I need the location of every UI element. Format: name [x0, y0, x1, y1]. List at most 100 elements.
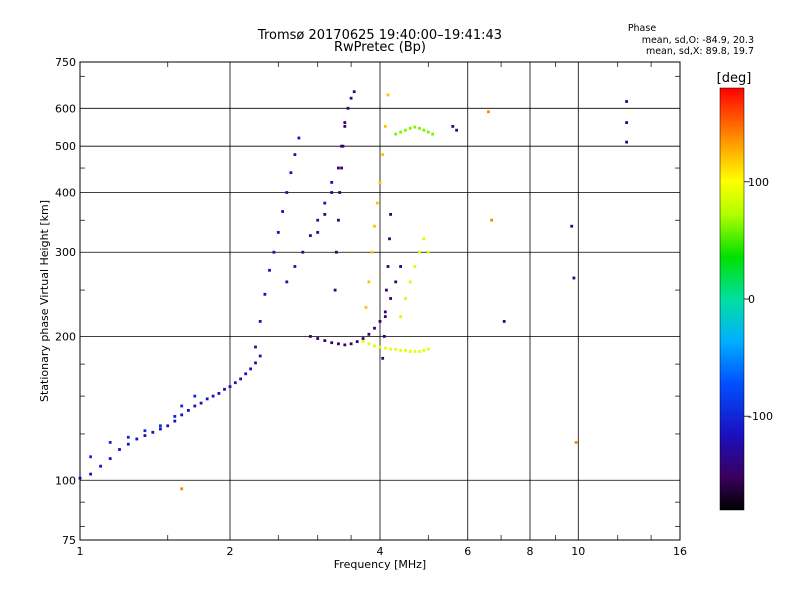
y-tick-label: 200: [55, 330, 76, 343]
data-point: [399, 348, 402, 352]
data-point: [625, 100, 628, 103]
y-tick-labels: 75 100 200 300 400 500 600 750: [55, 56, 76, 547]
data-point: [173, 415, 177, 418]
data-point: [381, 153, 385, 156]
y-tick-label: 300: [55, 246, 76, 259]
data-point: [431, 132, 434, 136]
data-point: [276, 231, 280, 234]
data-point: [217, 392, 221, 395]
data-point: [330, 341, 334, 345]
y-tick-label: 750: [55, 56, 76, 69]
x-tick-label: 8: [527, 545, 534, 558]
x-tick-label: 16: [673, 545, 687, 558]
chart-subtitle: RwPretec (Bp): [334, 40, 426, 55]
data-point: [337, 342, 340, 346]
data-point: [422, 128, 426, 132]
grid-lines: [80, 62, 680, 540]
data-point: [340, 166, 343, 170]
data-point: [349, 342, 353, 346]
data-point: [352, 90, 356, 94]
data-point: [293, 265, 297, 268]
data-point: [343, 121, 347, 124]
data-point: [89, 455, 92, 459]
data-point: [108, 441, 112, 444]
data-point: [316, 218, 320, 222]
data-point: [233, 381, 237, 385]
data-points: [78, 90, 628, 491]
data-point: [572, 276, 576, 280]
data-point: [293, 153, 297, 156]
data-point: [389, 297, 392, 300]
data-point: [126, 435, 130, 439]
data-point: [173, 419, 177, 423]
data-point: [289, 171, 293, 175]
data-point: [337, 166, 340, 170]
x-tick-label: 4: [377, 545, 384, 558]
data-point: [126, 442, 130, 446]
data-point: [143, 429, 147, 433]
data-point: [490, 218, 493, 222]
data-point: [301, 250, 305, 254]
y-tick-label: 75: [62, 534, 76, 547]
x-tick-label: 10: [571, 545, 585, 558]
data-point: [223, 387, 226, 391]
data-point: [388, 237, 391, 241]
data-point: [338, 191, 342, 194]
phase-info-x: mean, sd,X: 89.8, 19.7: [646, 46, 754, 57]
data-point: [418, 126, 421, 130]
data-point: [285, 280, 289, 284]
y-tick-label: 100: [55, 474, 76, 487]
data-point: [244, 372, 248, 376]
data-point: [404, 297, 407, 300]
phase-info-title: Phase: [628, 23, 657, 34]
data-point: [254, 361, 257, 365]
data-point: [258, 354, 262, 358]
data-point: [330, 191, 334, 194]
data-point: [239, 377, 242, 381]
data-point: [375, 201, 379, 205]
data-point: [418, 250, 421, 254]
data-point: [399, 130, 402, 134]
x-tick-labels: 1 2 4 6 8 10 16: [77, 545, 688, 558]
data-point: [383, 310, 387, 314]
plot-frame: [79, 61, 681, 541]
data-point: [323, 339, 327, 342]
data-point: [199, 401, 203, 405]
data-point: [455, 128, 458, 132]
data-point: [373, 326, 376, 330]
data-point: [389, 213, 392, 216]
data-point: [413, 125, 417, 129]
data-point: [159, 424, 162, 428]
data-point: [404, 348, 407, 352]
data-point: [180, 487, 184, 491]
data-point: [205, 397, 209, 401]
data-point: [408, 126, 412, 130]
data-point: [382, 335, 386, 338]
data-point: [355, 340, 359, 343]
data-point: [426, 250, 430, 254]
data-point: [361, 337, 365, 340]
data-point: [386, 265, 390, 268]
data-point: [413, 350, 417, 353]
data-point: [418, 350, 421, 353]
data-point: [422, 348, 426, 352]
data-point: [404, 128, 407, 132]
data-point: [367, 332, 371, 336]
data-point: [180, 404, 184, 408]
x-tick-label: 6: [464, 545, 471, 558]
data-point: [367, 342, 371, 346]
data-point: [383, 315, 387, 318]
data-point: [180, 413, 184, 417]
data-point: [361, 340, 365, 343]
colorbar-tick-label: 0: [748, 293, 755, 306]
data-point: [408, 280, 412, 284]
data-point: [309, 335, 312, 338]
data-point: [316, 231, 320, 234]
data-point: [263, 292, 267, 296]
data-point: [349, 96, 353, 100]
data-point: [89, 472, 92, 476]
y-tick-label: 600: [55, 102, 76, 115]
data-point: [385, 288, 388, 292]
data-point: [268, 268, 271, 272]
